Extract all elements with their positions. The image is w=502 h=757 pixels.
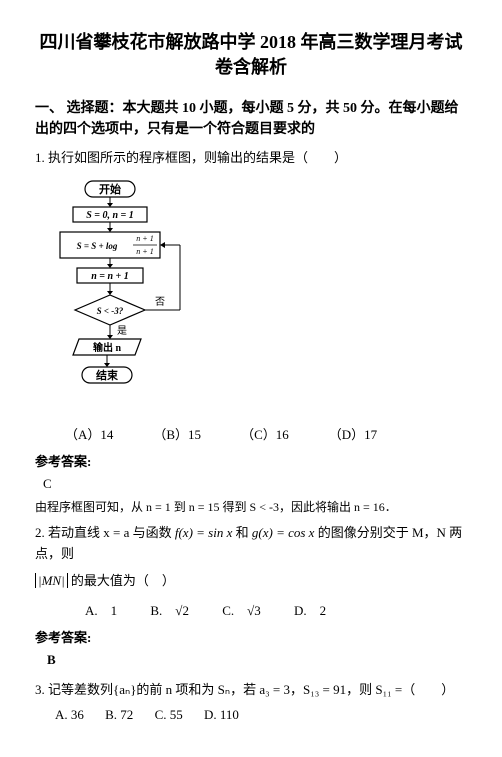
q1-option-d: （D）17 — [329, 424, 377, 443]
flowchart-end: 结束 — [95, 368, 119, 382]
q3-option-b: B. 72 — [105, 707, 133, 722]
flowchart-inc: n = n + 1 — [91, 271, 129, 282]
q3-option-c: C. 55 — [155, 707, 183, 722]
q2-answer-label: 参考答案: — [35, 627, 467, 646]
q2-answer: B — [35, 652, 467, 668]
question-1: 1. 执行如图所示的程序框图，则输出的结果是（ ） — [35, 148, 467, 169]
flowchart-frac-top: n + 1 — [136, 234, 153, 243]
q2-option-a: A. 1 — [85, 603, 117, 618]
q3-options: A. 36 B. 72 C. 55 D. 110 — [35, 707, 467, 723]
q1-option-c: （C）16 — [241, 424, 289, 443]
flowchart-cond: S < -3? — [97, 306, 124, 316]
q1-answer-label: 参考答案: — [35, 451, 467, 470]
q3-option-d: D. 110 — [204, 707, 239, 722]
q2-option-b: B. √2 — [150, 603, 189, 618]
q3-option-a: A. 36 — [55, 707, 84, 722]
q1-explanation: 由程序框图可知，从 n = 1 到 n = 15 得到 S < -3，因此将输出… — [35, 498, 467, 517]
flowchart-frac-bot: n + 1 — [136, 247, 153, 256]
q1-options: （A）14 （B）15 （C）16 （D）17 — [35, 424, 467, 443]
flowchart-no: 否 — [155, 296, 165, 308]
q2-option-d: D. 2 — [294, 603, 326, 618]
page-title: 四川省攀枝花市解放路中学 2018 年高三数学理月考试卷含解析 — [35, 30, 467, 80]
flowchart-init: S = 0, n = 1 — [86, 210, 134, 221]
flowchart-yes: 是 — [117, 325, 127, 337]
q1-option-b: （B）15 — [153, 424, 201, 443]
q1-answer: C — [35, 476, 467, 492]
flowchart-output: 输出 n — [93, 341, 121, 354]
question-2-line2: |MN| 的最大值为（ ） — [35, 571, 467, 592]
section-header: 一、 选择题：本大题共 10 小题，每小题 5 分，共 50 分。在每小题给出的… — [35, 98, 467, 140]
q2-options: A. 1 B. √2 C. √3 D. 2 — [35, 600, 467, 619]
question-3: 3. 记等差数列{aₙ}的前 n 项和为 Sₙ，若 a₃ = 3，S₁₃ = 9… — [35, 680, 467, 701]
flowchart-assign: S = S + log — [77, 241, 118, 251]
q1-option-a: （A）14 — [65, 424, 113, 443]
q2-option-c: C. √3 — [222, 603, 261, 618]
flowchart: 开始 S = 0, n = 1 S = S + log n + 1 n + 1 … — [55, 179, 467, 414]
flowchart-start: 开始 — [99, 182, 121, 196]
question-2: 2. 若动直线 x = a 与函数 f(x) = sin x 和 g(x) = … — [35, 523, 467, 565]
